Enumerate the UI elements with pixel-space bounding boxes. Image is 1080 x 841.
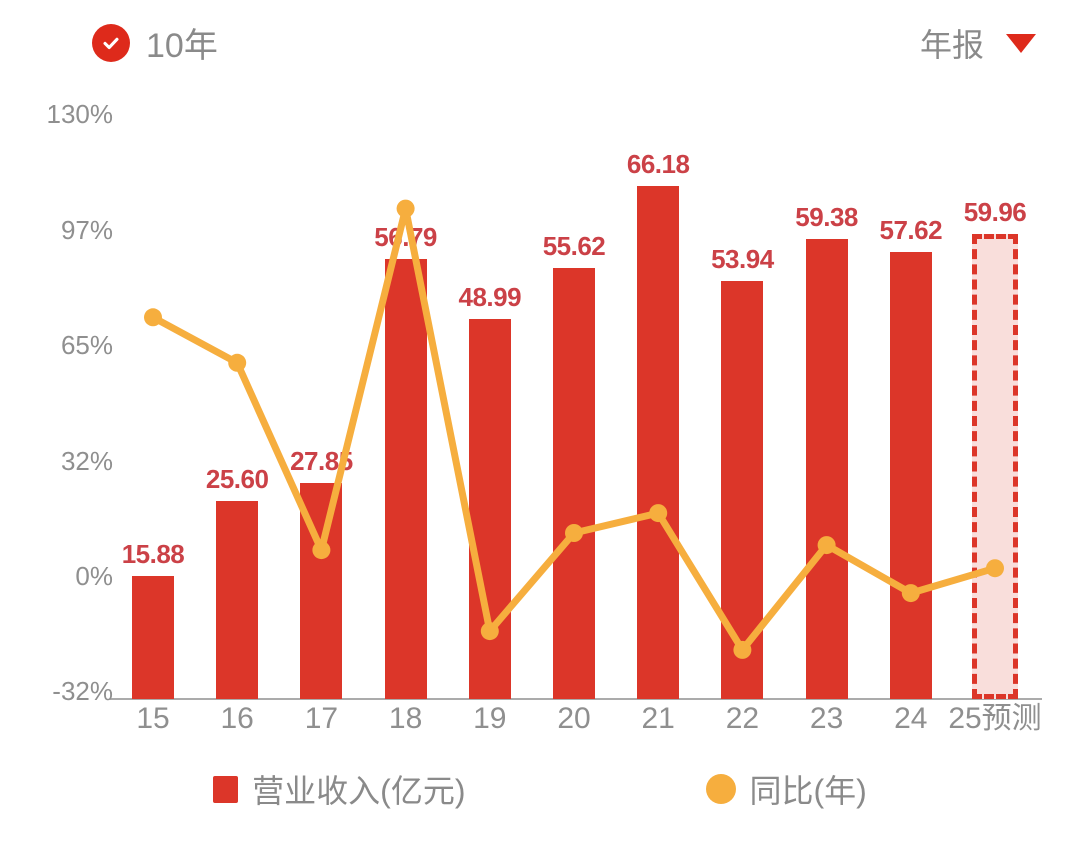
x-axis-label: 20 [557,702,591,735]
x-axis-label: 21 [641,702,675,735]
revenue-bar[interactable] [216,501,259,699]
legend-item-yoy[interactable]: 同比(年) [705,766,867,812]
x-axis-label: 19 [473,702,507,735]
yoy-line-point[interactable] [565,524,583,542]
yoy-line-point[interactable] [396,199,415,218]
bar-value-label: 66.18 [626,149,690,179]
x-axis-label: 24 [894,702,928,735]
y-axis-label: 32% [60,445,113,476]
x-axis-label: 25预测 [948,702,1042,735]
yoy-line-point[interactable] [312,541,331,560]
revenue-bar[interactable] [553,268,595,699]
y-axis-label: -32% [52,676,113,707]
revenue-yoy-combo-chart: 130% 97% 65% 32% 0% -32% 15.88 15 25.60 16 27.85 17… [46,99,1042,735]
revenue-bar[interactable] [805,239,848,699]
x-axis-label: 23 [809,702,844,735]
yoy-line-point[interactable] [986,559,1004,578]
yoy-line-point[interactable] [901,584,920,603]
yoy-line-point[interactable] [817,536,836,555]
x-axis-label: 15 [136,702,170,735]
yoy-line-point[interactable] [649,504,668,523]
forecast-bar[interactable] [972,234,1018,699]
report-type-label: 年报 [919,27,984,63]
y-axis-label: 0% [75,561,113,591]
revenue-bar[interactable] [468,319,511,699]
yoy-line-point[interactable] [480,622,499,641]
chart-legend: 营业收入(亿元) 同比(年) [0,766,1080,812]
revenue-bar[interactable] [300,483,343,699]
line-series-swatch-icon [705,774,736,804]
legend-item-revenue[interactable]: 营业收入(亿元) [213,766,466,812]
y-axis-label: 97% [60,214,113,245]
period-selector-10y[interactable]: 10年 [92,18,218,67]
yoy-line-point[interactable] [733,640,752,659]
revenue-bar[interactable] [637,186,680,699]
bar-value-label: 15.88 [121,539,185,569]
chart-header: 10年 年报 [0,0,1080,80]
x-axis-line [110,698,1042,700]
revenue-bar[interactable] [132,576,174,699]
revenue-bar[interactable] [889,252,932,699]
revenue-bar[interactable] [384,259,427,699]
dropdown-arrow-icon [1006,33,1036,53]
x-axis-label: 18 [388,702,423,735]
x-axis-label: 22 [725,702,760,735]
x-axis-label: 16 [220,702,254,735]
x-axis-label: 17 [304,702,339,735]
bar-value-label: 53.94 [711,244,774,274]
yoy-line-point[interactable] [144,308,162,327]
revenue-bar[interactable] [721,281,764,699]
bar-value-label: 27.85 [290,446,353,476]
legend-revenue-label: 营业收入(亿元) [252,773,466,809]
bar-value-label: 59.96 [963,197,1027,227]
report-type-dropdown[interactable]: 年报 [920,20,1036,66]
check-circle-icon [92,23,130,62]
y-axis-label: 65% [60,330,113,361]
bar-value-label: 48.99 [458,282,522,312]
yoy-line-point[interactable] [228,353,247,372]
bar-value-label: 55.62 [542,231,606,261]
period-label: 10年 [146,27,218,65]
legend-yoy-label: 同比(年) [749,773,867,809]
bar-value-label: 56.79 [374,222,437,252]
y-axis-label: 130% [46,99,114,130]
bar-series-swatch-icon [213,775,239,803]
